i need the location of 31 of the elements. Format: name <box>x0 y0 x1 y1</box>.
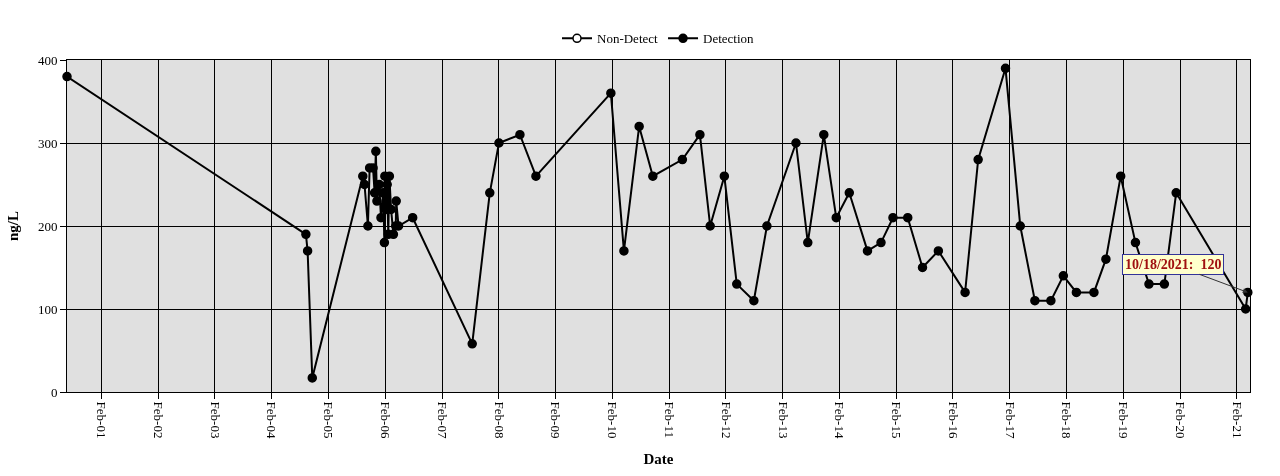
y-tick-label: 200 <box>37 218 58 234</box>
x-tick-label: Feb-01 <box>94 401 110 439</box>
x-tick-label: Feb-03 <box>207 401 223 439</box>
x-tick-label: Feb-18 <box>1059 401 1075 439</box>
x-tick-label: Feb-04 <box>264 401 280 439</box>
x-tick-label: Feb-12 <box>718 401 734 439</box>
x-tick-label: Feb-13 <box>775 401 791 439</box>
x-tick-label: Feb-15 <box>889 401 905 439</box>
y-tick-label: 400 <box>37 52 58 68</box>
x-tick-label: Feb-10 <box>605 401 621 439</box>
x-tick-label: Feb-09 <box>548 401 564 439</box>
x-tick-label: Feb-02 <box>151 401 167 439</box>
y-tick-label: 0 <box>50 384 58 400</box>
legend-label: Non-Detect <box>597 31 659 47</box>
x-tick-label: Feb-16 <box>945 401 961 439</box>
x-tick-label: Feb-20 <box>1172 401 1188 439</box>
x-axis-title: Date <box>643 450 674 467</box>
x-tick-label: Feb-19 <box>1116 401 1132 439</box>
annotation: 10/18/2021: 120 <box>1125 257 1222 272</box>
y-tick-label: 100 <box>37 301 58 317</box>
x-tick-label: Feb-11 <box>661 401 677 438</box>
x-tick-label: Feb-21 <box>1229 401 1245 439</box>
x-tick-label: Feb-14 <box>832 401 848 439</box>
legend-label: Detection <box>703 31 755 47</box>
x-tick-label: Feb-17 <box>1002 401 1018 439</box>
x-tick-label: Feb-08 <box>491 401 507 439</box>
x-tick-label: Feb-05 <box>321 401 337 439</box>
y-tick-label: 300 <box>37 135 58 151</box>
x-tick-label: Feb-07 <box>434 401 450 439</box>
x-tick-label: Feb-06 <box>378 401 394 439</box>
y-axis-title: ng/L <box>5 210 22 242</box>
